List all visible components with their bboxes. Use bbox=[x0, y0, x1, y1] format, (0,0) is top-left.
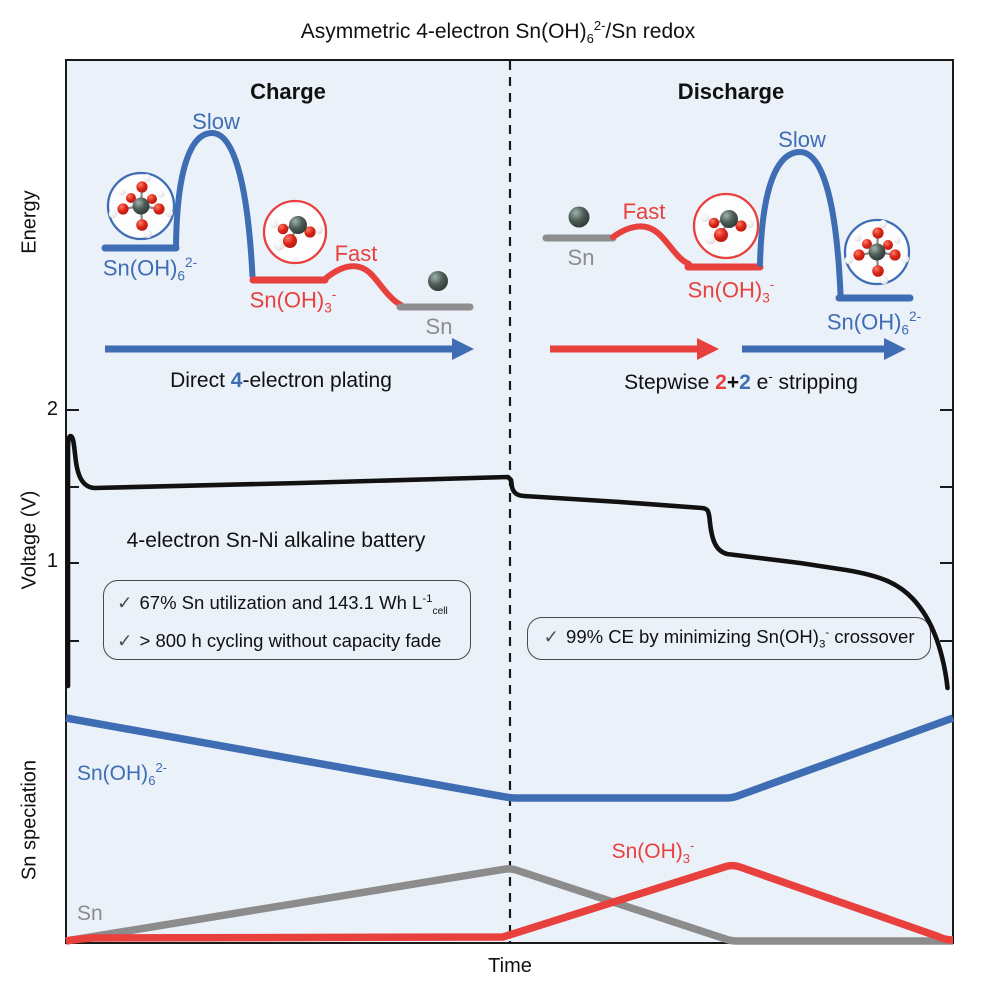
charge-snoh3-label: Sn(OH)3- bbox=[249, 287, 337, 316]
voltage-axis-label: Voltage (V) bbox=[18, 490, 41, 590]
discharge-snoh6-label: Sn(OH)62- bbox=[826, 309, 922, 338]
voltage-tick-2: 2 bbox=[46, 398, 58, 420]
discharge-section-title: Discharge bbox=[677, 79, 785, 104]
speciation-axis-label: Sn speciation bbox=[18, 759, 41, 881]
charge-fast-label: Fast bbox=[334, 241, 378, 266]
checkmark-icon: ✓ bbox=[117, 592, 133, 614]
discharge-sn-label: Sn bbox=[567, 245, 595, 270]
battery-stats-box: ✓ 67% Sn utilization and 143.1 Wh L-1cell… bbox=[103, 580, 471, 660]
battery-stat-line-1: ✓ 67% Sn utilization and 143.1 Wh L-1cell bbox=[117, 592, 448, 617]
speciation-snoh3-label: Sn(OH)3- bbox=[611, 838, 695, 867]
plot-panel-background bbox=[66, 60, 953, 943]
charge-snoh6-label: Sn(OH)62- bbox=[102, 255, 198, 284]
voltage-tick-1: 1 bbox=[46, 550, 58, 572]
speciation-sn-label: Sn bbox=[77, 902, 103, 925]
discharge-snoh3-label: Sn(OH)3- bbox=[687, 277, 775, 306]
coulombic-efficiency-box: ✓ 99% CE by minimizing Sn(OH)3- crossover bbox=[527, 617, 931, 660]
discharge-fast-label: Fast bbox=[622, 199, 666, 224]
discharge-caption: Stepwise 2+2 e- stripping bbox=[624, 369, 858, 394]
checkmark-icon: ✓ bbox=[543, 626, 560, 648]
ce-note: ✓ 99% CE by minimizing Sn(OH)3- crossover bbox=[543, 626, 915, 651]
charge-section-title: Charge bbox=[250, 79, 326, 104]
charge-slow-label: Slow bbox=[192, 109, 240, 134]
charge-sn-label: Sn bbox=[425, 314, 453, 339]
time-axis-label: Time bbox=[488, 955, 532, 977]
battery-stat-line-2: ✓ > 800 h cycling without capacity fade bbox=[117, 629, 442, 651]
energy-axis-label: Energy bbox=[18, 190, 41, 254]
battery-headline: 4-electron Sn-Ni alkaline battery bbox=[126, 529, 426, 552]
speciation-snoh6-label: Sn(OH)62- bbox=[77, 760, 168, 789]
charge-caption: Direct 4-electron plating bbox=[170, 369, 392, 392]
checkmark-icon: ✓ bbox=[117, 629, 133, 651]
figure-title: Asymmetric 4-electron Sn(OH)62-/Sn redox bbox=[300, 18, 696, 47]
discharge-slow-label: Slow bbox=[778, 127, 826, 152]
